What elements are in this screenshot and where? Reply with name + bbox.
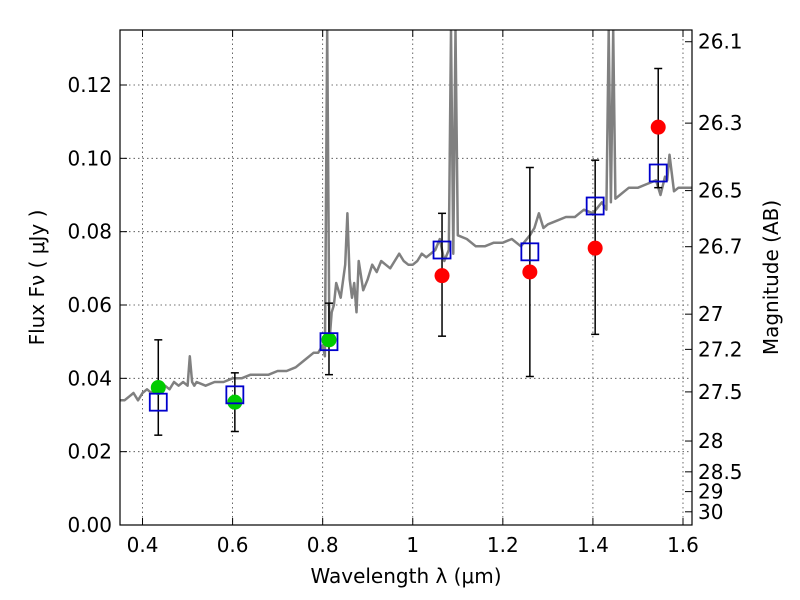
x-tick-label: 0.8 <box>307 533 339 557</box>
model-square <box>319 332 339 352</box>
plot-area <box>120 30 692 436</box>
observed-point <box>522 264 538 280</box>
mag-tick-label: 30 <box>698 500 723 524</box>
x-tick-label: 1.6 <box>667 533 699 557</box>
observed-point <box>587 240 603 256</box>
mag-tick-label: 29 <box>698 480 723 504</box>
y-tick-label: 0.10 <box>67 146 112 170</box>
mag-tick-label: 28 <box>698 429 723 453</box>
mag-tick-label: 26.3 <box>698 111 743 135</box>
y-tick-label: 0.12 <box>67 73 112 97</box>
model-square <box>648 163 668 183</box>
x-tick-label: 1.2 <box>487 533 519 557</box>
mag-tick-label: 26.7 <box>698 235 743 259</box>
y-tick-label: 0.02 <box>67 440 112 464</box>
mag-tick-label: 27.2 <box>698 337 743 361</box>
model-square <box>520 242 540 262</box>
y-tick-label: 0.00 <box>67 513 112 537</box>
mag-tick-label: 28.5 <box>698 460 743 484</box>
x-tick-label: 0.6 <box>217 533 249 557</box>
observed-point <box>150 380 166 395</box>
x-tick-label: 0.4 <box>127 533 159 557</box>
mag-tick-label: 26.1 <box>698 30 743 54</box>
x-axis-label: Wavelength λ (μm) <box>310 564 501 588</box>
model-square <box>432 240 452 260</box>
model-square <box>585 196 605 216</box>
y-axis-label: Flux Fν ( μJy ) <box>25 210 49 346</box>
mag-tick-label: 27 <box>698 302 723 326</box>
y-tick-label: 0.04 <box>67 366 112 390</box>
observed-point <box>650 119 666 135</box>
y-tick-label: 0.06 <box>67 293 112 317</box>
x-tick-label: 1.4 <box>577 533 609 557</box>
model-square <box>225 385 245 405</box>
mag-tick-label: 26.5 <box>698 179 743 203</box>
observed-point <box>321 332 337 348</box>
x-tick-label: 1 <box>406 533 419 557</box>
model-square <box>148 392 168 412</box>
spectrum-line <box>120 30 692 402</box>
plot-frame <box>119 29 693 526</box>
grid <box>120 30 692 525</box>
observed-point <box>227 394 243 410</box>
y-tick-label: 0.08 <box>67 220 112 244</box>
observed-point <box>434 268 450 284</box>
axes: 0.4 0.6 0.8 1 1.2 1.4 1.6 0.00 0.02 0.04 0.06 0.08 0… <box>67 30 742 557</box>
right-axis-label: Magnitude (AB) <box>759 200 783 355</box>
mag-tick-label: 27.5 <box>698 380 743 404</box>
